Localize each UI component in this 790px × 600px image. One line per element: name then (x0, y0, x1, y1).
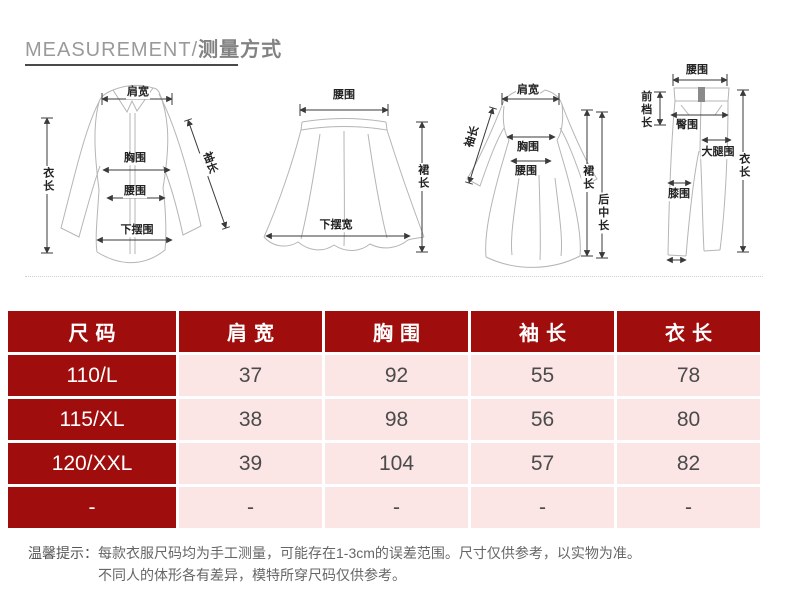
notice-line1: 每款衣服尺码均为手工测量，可能存在1-3cm的误差范围。尺寸仅供参考，以实物为准… (98, 545, 641, 561)
column-header-sleeve: 袖长 (471, 311, 614, 352)
column-header-length: 衣长 (617, 311, 760, 352)
pants-diagram: 腰围 前档长 臀围 大腿围 衣长 膝围 (628, 58, 790, 273)
shirt-diagram: 肩宽 衣长 袖长 胸围 腰围 下摆围 (25, 80, 245, 280)
label-waist: 腰围 (332, 89, 356, 102)
label-thigh: 大腿围 (700, 146, 736, 159)
size-cell: 110/L (8, 355, 176, 396)
notice-text: 温馨提示： 每款衣服尺码均为手工测量，可能存在1-3cm的误差范围。尺寸仅供参考… (28, 542, 770, 586)
label-waist: 腰围 (685, 64, 709, 77)
title-underline (25, 64, 238, 66)
notice-body: 每款衣服尺码均为手工测量，可能存在1-3cm的误差范围。尺寸仅供参考，以实物为准… (98, 542, 641, 586)
label-bust: 胸围 (123, 152, 147, 165)
pants-measure-arrows (654, 74, 749, 264)
label-hem-width: 下摆宽 (318, 219, 354, 232)
value-cell: 78 (617, 355, 760, 396)
value-cell: - (617, 487, 760, 528)
page-title: MEASUREMENT/测量方式 (25, 33, 282, 62)
size-cell: 120/XXL (8, 443, 176, 484)
size-cell: - (8, 487, 176, 528)
value-cell: 38 (179, 399, 322, 440)
label-front-rise: 前档长 (639, 89, 652, 131)
value-cell: 56 (471, 399, 614, 440)
size-table: 尺码 肩宽 胸围 袖长 衣长 110/L 37 92 55 78 115/XL … (8, 311, 760, 528)
notice-line2: 不同人的体形各有差异，模特所穿尺码仅供参考。 (98, 567, 406, 583)
page-title-cn: 测量方式 (198, 39, 283, 61)
shirt-drawing-icon (41, 84, 230, 264)
value-cell: 55 (471, 355, 614, 396)
value-cell: 57 (471, 443, 614, 484)
value-cell: 37 (179, 355, 322, 396)
label-back-center-length: 后中长 (596, 192, 609, 234)
label-hem: 下摆围 (119, 224, 155, 237)
value-cell: 39 (179, 443, 322, 484)
size-cell: 115/XL (8, 399, 176, 440)
pants-drawing-icon (654, 74, 749, 264)
label-hip: 臀围 (675, 119, 699, 132)
label-waist: 腰围 (514, 165, 538, 178)
skirt-drawing-icon (263, 104, 428, 253)
label-skirt-length: 裙长 (416, 163, 429, 191)
dress-drawing-icon (465, 89, 608, 268)
value-cell: 92 (325, 355, 468, 396)
value-cell: 82 (617, 443, 760, 484)
label-bust: 胸围 (516, 141, 540, 154)
page-title-en: MEASUREMENT/ (25, 39, 199, 61)
label-garment-length: 衣长 (41, 166, 54, 194)
column-header-size: 尺码 (8, 311, 176, 352)
value-cell: - (471, 487, 614, 528)
dotted-divider (25, 276, 763, 277)
skirt-diagram: 腰围 裙长 下摆宽 (248, 80, 438, 265)
value-cell: - (179, 487, 322, 528)
value-cell: 104 (325, 443, 468, 484)
pants-outline (667, 87, 730, 257)
value-cell: - (325, 487, 468, 528)
label-waist: 腰围 (123, 185, 147, 198)
dress-outline (466, 89, 598, 268)
label-knee: 膝围 (667, 188, 691, 201)
label-skirt-length: 裙长 (581, 164, 594, 192)
column-header-shoulder: 肩宽 (179, 311, 322, 352)
column-header-bust: 胸围 (325, 311, 468, 352)
dress-diagram: 肩宽 袖长 胸围 腰围 裙长 后中长 (455, 78, 620, 278)
notice-prefix: 温馨提示： (28, 545, 98, 561)
value-cell: 98 (325, 399, 468, 440)
label-shoulder-width: 肩宽 (516, 84, 540, 97)
label-shoulder-width: 肩宽 (126, 86, 150, 99)
value-cell: 80 (617, 399, 760, 440)
label-garment-length: 衣长 (737, 152, 750, 180)
